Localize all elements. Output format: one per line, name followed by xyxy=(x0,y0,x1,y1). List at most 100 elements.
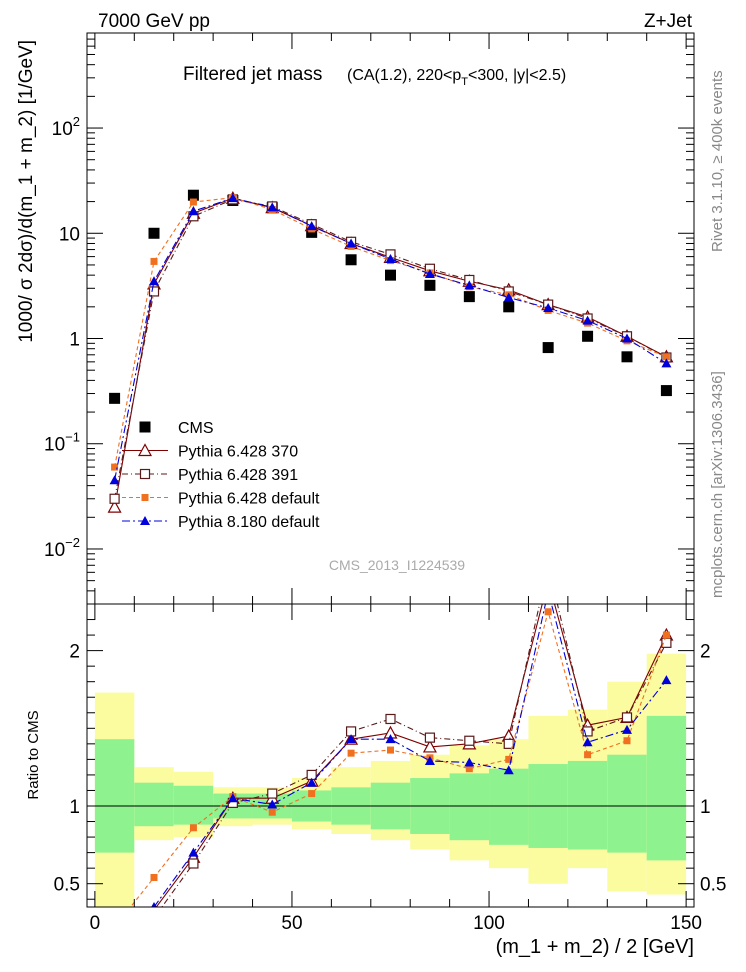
point-p370 xyxy=(107,499,122,513)
ratio-point-p370 xyxy=(542,575,554,586)
point-cms xyxy=(345,254,357,266)
x-axis-label: (m_1 + m_2) / 2 [GeV] xyxy=(496,936,694,958)
ratio-point-p391 xyxy=(544,561,553,570)
ratio-point-p8def xyxy=(543,587,553,596)
ratio-point-p391 xyxy=(110,940,119,949)
point-p8def xyxy=(188,206,199,216)
header-process: Z+Jet xyxy=(644,11,693,32)
legend-marker xyxy=(139,421,151,433)
x-tick-label: 150 xyxy=(670,913,702,934)
ratio-point-p8def xyxy=(227,793,238,803)
legend-label: CMS xyxy=(178,420,214,437)
y-tick-base: 10 xyxy=(52,119,73,140)
point-cms xyxy=(148,227,160,239)
band-inner xyxy=(173,785,214,825)
ratio-y-tick-label-right: 0.5 xyxy=(700,875,726,896)
y-tick-exponent: −2 xyxy=(65,535,80,550)
point-p8def xyxy=(227,193,238,203)
ratio-point-p8def xyxy=(306,777,317,787)
point-p6def xyxy=(111,463,119,471)
y-tick-label: 1 xyxy=(69,330,80,351)
point-cms xyxy=(109,392,121,404)
legend-label: Pythia 6.428 391 xyxy=(178,467,298,484)
point-p6def xyxy=(150,257,158,265)
band-inner xyxy=(94,739,135,853)
point-p8def xyxy=(306,221,317,231)
mcplots-label: mcplots.cern.ch [arXiv:1306.3436] xyxy=(709,371,726,598)
legend-label: Pythia 6.428 370 xyxy=(178,444,298,461)
ratio-point-p391 xyxy=(621,712,633,723)
ratio-point-p6def xyxy=(544,608,552,616)
point-p8def xyxy=(464,280,475,290)
legend-entry-p370: Pythia 6.428 370 xyxy=(122,443,298,461)
ratio-point-p6def xyxy=(268,808,276,816)
point-p8def xyxy=(424,269,435,279)
chart-title-main: Filtered jet mass xyxy=(183,64,322,85)
ratio-y-tick-label: 0.5 xyxy=(54,875,80,896)
ratio-point-p6def xyxy=(662,631,670,639)
ratio-point-p8def xyxy=(661,675,672,685)
point-p8def xyxy=(503,292,514,302)
chart-title-detail: (CA(1.2), 220<pT<300, |y|<2.5) xyxy=(347,67,566,88)
ratio-y-tick-label: 2 xyxy=(69,642,80,663)
ratio-point-p8def xyxy=(188,847,199,857)
y-tick-label: 10−1 xyxy=(44,430,80,456)
ratio-point-p8def xyxy=(346,734,357,744)
ratio-point-p8def xyxy=(503,765,514,775)
ratio-point-p6def xyxy=(189,824,197,832)
x-tick-label: 100 xyxy=(473,913,505,934)
ratio-point-p391 xyxy=(188,858,199,869)
point-cms xyxy=(385,269,396,281)
ratio-point-p8def xyxy=(621,724,632,734)
ratio-frame xyxy=(86,603,695,908)
band-inner xyxy=(489,768,529,845)
point-cms xyxy=(542,342,554,354)
ratio-point-p8def xyxy=(110,930,120,939)
point-p6def xyxy=(662,353,670,361)
point-cms xyxy=(503,301,515,313)
ratio-point-p6def xyxy=(465,765,473,773)
y-tick-exponent: −1 xyxy=(65,430,80,445)
ratio-point-p391 xyxy=(150,913,159,922)
y-tick-exponent: 2 xyxy=(73,114,80,129)
point-p6def xyxy=(189,198,197,206)
band-inner xyxy=(449,773,490,841)
ratio-ylabel: Ratio to CMS xyxy=(25,710,42,799)
analysis-watermark: CMS_2013_I1224539 xyxy=(329,557,465,573)
y-tick-base: 10 xyxy=(59,224,80,245)
ratio-point-p391 xyxy=(267,788,278,799)
ratio-point-p370 xyxy=(422,739,437,753)
series-cms xyxy=(109,189,672,404)
ratio-point-p8def xyxy=(267,799,278,809)
ratio-point-p8def xyxy=(582,737,593,747)
legend-entry-p391: Pythia 6.428 391 xyxy=(122,467,298,484)
legend-marker xyxy=(137,443,153,457)
legend-label: Pythia 6.428 default xyxy=(178,491,320,508)
y-tick-label: 10 xyxy=(59,224,80,245)
ratio-y-tick-label-right: 2 xyxy=(700,642,711,663)
ratio-point-p8def xyxy=(424,755,435,765)
y-tick-label: 102 xyxy=(52,114,80,140)
x-tick-label: 50 xyxy=(281,913,302,934)
point-cms xyxy=(424,279,436,291)
ratio-series-p8def xyxy=(110,587,672,939)
legend-marker xyxy=(139,468,151,480)
legend-entry-cms: CMS xyxy=(139,420,214,437)
ratio-point-p8def xyxy=(464,757,475,767)
point-p8def xyxy=(543,302,554,312)
point-p8def xyxy=(661,358,672,368)
point-p8def xyxy=(149,276,160,286)
ratio-point-p391 xyxy=(424,732,436,743)
point-cms xyxy=(187,189,199,201)
band-inner xyxy=(607,754,647,853)
point-p391 xyxy=(109,493,120,504)
ratio-y-tick-label-right: 1 xyxy=(700,797,711,818)
ratio-point-p391 xyxy=(385,713,396,725)
legend-entry-p8def: Pythia 8.180 default xyxy=(122,514,320,531)
line-p370 xyxy=(114,197,667,508)
ratio-y-tick-label: 1 xyxy=(69,797,80,818)
point-p8def xyxy=(621,333,632,343)
ratio-point-p391 xyxy=(464,735,475,746)
